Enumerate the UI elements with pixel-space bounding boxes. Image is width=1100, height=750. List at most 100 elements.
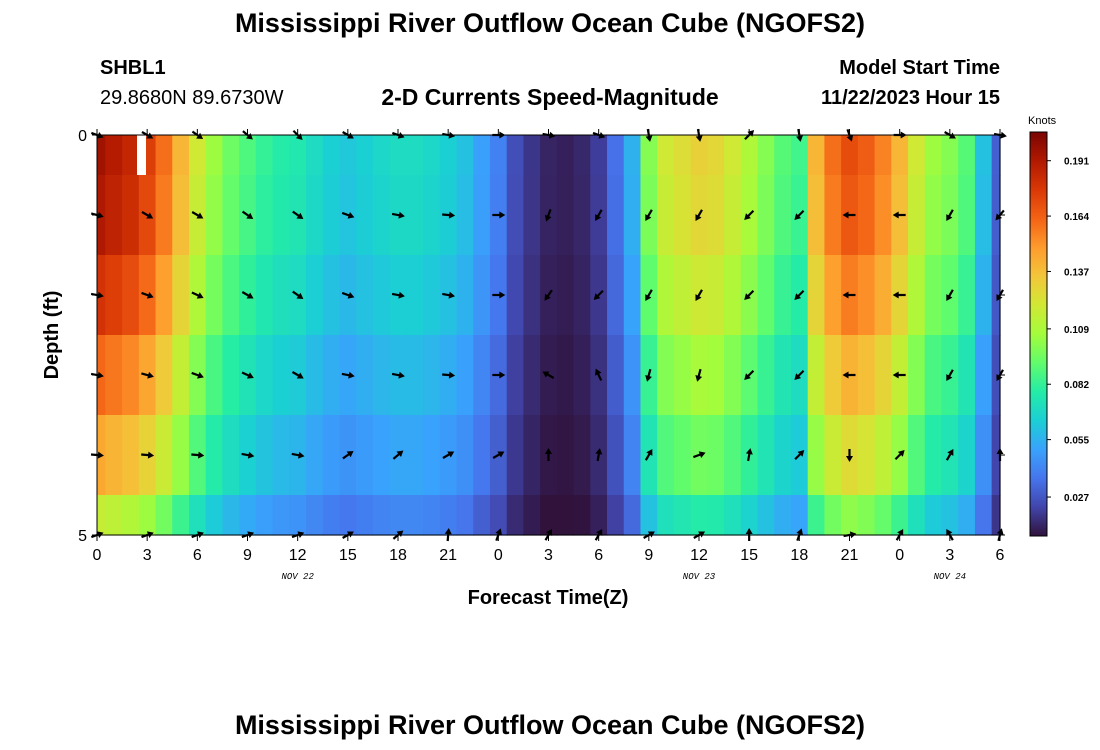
heatmap-cell <box>824 415 842 496</box>
heatmap-cell <box>372 335 391 416</box>
current-arrow <box>492 451 505 459</box>
colorbar-title: Knots <box>1028 115 1057 127</box>
heatmap-cell <box>456 135 474 176</box>
heatmap-cell <box>473 255 491 336</box>
current-speed-heatmap: 0 3 6 9 12 15 18 21 0 3 6 9 12 15 18 21 0 3 6 NOV 22 NOV 23 N… <box>41 115 1089 609</box>
heatmap-cell <box>122 175 140 256</box>
heatmap-cell <box>824 335 842 416</box>
current-arrow <box>342 450 354 460</box>
heatmap-cell <box>439 495 458 536</box>
heatmap-cell <box>607 335 625 416</box>
current-arrow <box>794 369 805 380</box>
current-arrow <box>492 371 506 379</box>
x-tick-label: 0 <box>494 547 503 564</box>
heatmap-cell <box>272 175 290 256</box>
heatmap-cell <box>372 135 391 176</box>
heatmap-cell <box>155 255 173 336</box>
current-arrow <box>391 291 405 299</box>
y-axis-ticks: 05 <box>78 128 1005 545</box>
heatmap-cell <box>841 495 859 536</box>
heatmap-cell <box>155 175 173 256</box>
heatmap-cell <box>172 335 190 416</box>
heatmap-cell <box>774 135 792 176</box>
heatmap-cell <box>573 415 591 496</box>
heatmap-cell <box>122 495 140 536</box>
heatmap-cell <box>974 335 993 416</box>
heatmap-cell <box>322 495 341 536</box>
current-arrow <box>794 209 805 220</box>
x-tick-label: 21 <box>439 547 457 564</box>
heatmap-cell <box>724 415 742 496</box>
x-tick-label: 0 <box>93 547 102 564</box>
heatmap-cell <box>824 175 842 256</box>
current-arrow <box>141 451 155 459</box>
current-arrow <box>291 371 304 379</box>
heatmap-cell <box>724 335 742 416</box>
heatmap-cell <box>188 495 207 536</box>
heatmap-cell <box>105 415 123 496</box>
heatmap-cell <box>105 495 123 536</box>
heatmap-cell <box>506 175 525 256</box>
current-arrow <box>442 451 455 459</box>
heatmap-cell <box>824 255 842 336</box>
heatmap-cell <box>289 495 307 536</box>
heatmap-cell <box>306 255 324 336</box>
colorbar-tick-label: 0.055 <box>1064 436 1089 447</box>
current-arrow <box>695 209 703 222</box>
x-tick-label: 6 <box>193 547 202 564</box>
current-arrow <box>442 291 456 299</box>
heatmap-cell <box>255 335 274 416</box>
heatmap-cell <box>556 415 575 496</box>
heatmap-cell <box>439 135 458 176</box>
heatmap-cell <box>673 175 692 256</box>
heatmap-cell <box>122 335 140 416</box>
heatmap-cell <box>623 495 642 536</box>
current-arrow <box>745 448 753 462</box>
heatmap-cell <box>590 495 608 536</box>
heatmap-cell <box>456 495 474 536</box>
heatmap-cell <box>322 415 341 496</box>
heatmap-cell <box>205 175 224 256</box>
heatmap-cell <box>289 135 307 176</box>
y-tick-label: 0 <box>78 128 87 145</box>
heatmap-cell <box>306 175 324 256</box>
heatmap-cell <box>807 335 826 416</box>
heatmap-cell <box>974 495 993 536</box>
heatmap-cell <box>740 495 759 536</box>
heatmap-cell <box>322 175 341 256</box>
heatmap-cell <box>105 175 123 256</box>
heatmap-cell <box>724 495 742 536</box>
heatmap-cell <box>556 135 575 176</box>
heatmap-cell <box>908 335 926 416</box>
heatmap-cell <box>891 135 909 176</box>
x-axis-ticks: 0 3 6 9 12 15 18 21 0 3 6 9 12 15 18 21 0 3 6 NOV 22 NOV 23 N… <box>93 129 1005 582</box>
heatmap-cell <box>356 255 374 336</box>
current-arrow <box>544 289 553 301</box>
heatmap-cell <box>757 175 775 256</box>
current-arrow <box>241 291 254 299</box>
heatmap-cell <box>707 495 725 536</box>
colorbar-tick-label: 0.109 <box>1064 325 1089 336</box>
current-arrow <box>392 530 404 540</box>
heatmap-cell <box>924 135 943 176</box>
heatmap-cell <box>255 255 274 336</box>
heatmap-cell <box>891 495 909 536</box>
current-arrow <box>595 368 603 381</box>
heatmap-cell <box>908 175 926 256</box>
heatmap-cell <box>991 335 1001 416</box>
heatmap-cell <box>372 255 391 336</box>
heatmap-cell <box>857 415 876 496</box>
heatmap-cell <box>958 255 976 336</box>
heatmap-cell <box>272 415 290 496</box>
heatmap-cell <box>372 415 391 496</box>
model-start-value: 11/22/2023 Hour 15 <box>820 87 1000 109</box>
heatmap-cell <box>105 255 123 336</box>
heatmap-cell <box>841 135 859 176</box>
colorbar-ticks: 0.191 0.164 0.137 0.109 0.082 0.055 0.027 <box>1047 157 1089 504</box>
x-tick-label: 9 <box>644 547 653 564</box>
heatmap-cell <box>222 335 240 416</box>
y-axis-label: Depth (ft) <box>41 291 63 380</box>
heatmap-cell <box>423 175 441 256</box>
heatmap-cell <box>974 175 993 256</box>
heatmap-cell <box>506 255 525 336</box>
